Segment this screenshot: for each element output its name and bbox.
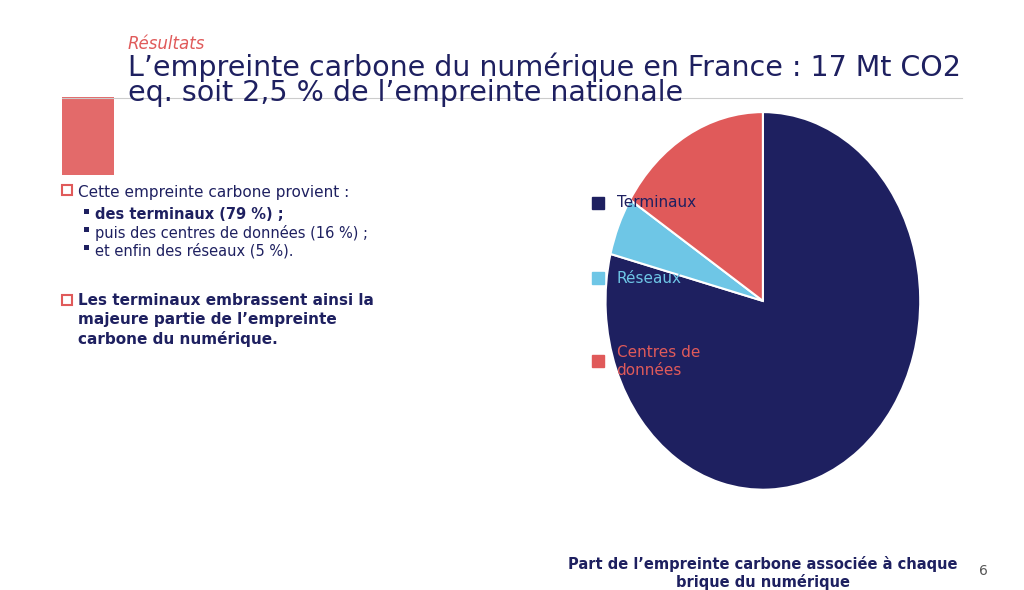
Text: eq. soit 2,5 % de l’empreinte nationale: eq. soit 2,5 % de l’empreinte nationale: [128, 79, 683, 107]
Text: Terminaux: Terminaux: [616, 195, 695, 210]
Text: Réseaux: Réseaux: [616, 271, 682, 286]
Bar: [84, 227, 89, 232]
Bar: [84, 209, 89, 214]
Text: Part de l’empreinte carbone associée à chaque
brique du numérique: Part de l’empreinte carbone associée à c…: [568, 556, 957, 590]
Text: et enfin des réseaux (5 %).: et enfin des réseaux (5 %).: [95, 243, 294, 258]
Text: Les terminaux embrassent ainsi la: Les terminaux embrassent ainsi la: [78, 293, 374, 308]
Text: des terminaux (79 %) ;: des terminaux (79 %) ;: [95, 207, 284, 222]
Bar: [62, 185, 72, 195]
Wedge shape: [610, 200, 763, 301]
Wedge shape: [605, 112, 921, 490]
Bar: [62, 97, 114, 175]
Text: L’empreinte carbone du numérique en France : 17 Mt CO2: L’empreinte carbone du numérique en Fran…: [128, 52, 961, 81]
Text: Résultats: Résultats: [128, 35, 206, 53]
Text: majeure partie de l’empreinte: majeure partie de l’empreinte: [78, 312, 337, 327]
Bar: [62, 295, 72, 305]
Text: carbone du numérique.: carbone du numérique.: [78, 331, 278, 347]
Text: Cette empreinte carbone provient :: Cette empreinte carbone provient :: [78, 185, 349, 200]
Wedge shape: [630, 112, 763, 301]
Text: 6: 6: [979, 564, 988, 578]
Bar: [84, 245, 89, 250]
Text: puis des centres de données (16 %) ;: puis des centres de données (16 %) ;: [95, 225, 368, 241]
Text: Centres de
données: Centres de données: [616, 345, 700, 378]
